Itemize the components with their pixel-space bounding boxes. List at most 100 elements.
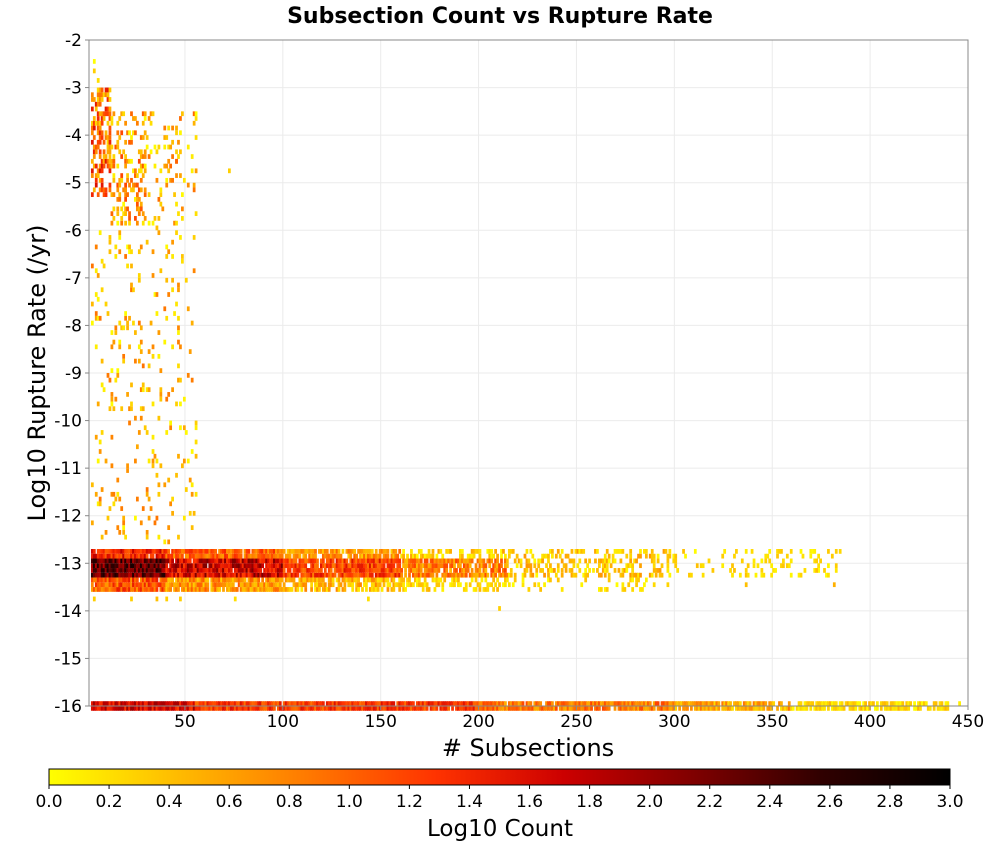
- heatmap-cell: [280, 568, 284, 573]
- heatmap-cell: [186, 306, 190, 312]
- heatmap-cell: [821, 701, 824, 706]
- heatmap-cell: [257, 582, 261, 588]
- heatmap-cell: [137, 430, 141, 435]
- heatmap-cell: [891, 706, 895, 711]
- heatmap-cell: [766, 553, 770, 559]
- heatmap-cell: [392, 582, 396, 588]
- heatmap-cell: [341, 563, 345, 569]
- y-tick-label: -6: [65, 221, 82, 241]
- heatmap-cell: [451, 706, 454, 711]
- heatmap-cell: [447, 558, 451, 564]
- heatmap-cell: [114, 244, 118, 250]
- heatmap-cell: [586, 572, 590, 578]
- heatmap-cell: [278, 706, 282, 711]
- heatmap-cell: [478, 558, 482, 564]
- heatmap-cell: [94, 244, 98, 250]
- heatmap-cell: [666, 558, 670, 564]
- heatmap-cell: [738, 706, 742, 711]
- heatmap-cell: [124, 220, 127, 226]
- heatmap-cell: [721, 553, 725, 559]
- heatmap-cell: [94, 120, 98, 126]
- heatmap-cell: [130, 249, 133, 255]
- heatmap-cell: [437, 701, 441, 706]
- heatmap-cell: [302, 572, 306, 578]
- heatmap-cell: [171, 510, 174, 516]
- heatmap-cell: [300, 549, 304, 554]
- heatmap-cell: [147, 192, 151, 197]
- heatmap-cell: [155, 701, 159, 706]
- heatmap-cell: [269, 706, 272, 711]
- heatmap-cell: [255, 701, 259, 706]
- heatmap-cell: [263, 558, 266, 564]
- heatmap-cell: [181, 553, 184, 559]
- heatmap-cell: [112, 572, 116, 578]
- heatmap-cell: [151, 273, 155, 278]
- heatmap-cell: [527, 558, 531, 564]
- heatmap-cell: [404, 701, 407, 706]
- heatmap-cell: [392, 701, 396, 706]
- heatmap-cell: [629, 572, 633, 578]
- heatmap-cell: [257, 568, 261, 573]
- heatmap-cell: [648, 553, 652, 559]
- heatmap-cell: [300, 582, 304, 588]
- heatmap-cell: [175, 549, 178, 554]
- heatmap-cell: [151, 568, 155, 573]
- heatmap-cell: [547, 577, 550, 583]
- heatmap-cell: [286, 568, 290, 573]
- heatmap-cell: [603, 587, 607, 592]
- heatmap-cell: [163, 482, 167, 488]
- heatmap-cell: [112, 701, 116, 706]
- heatmap-cell: [635, 701, 638, 706]
- heatmap-cell: [329, 706, 333, 711]
- heatmap-cell: [184, 582, 188, 588]
- heatmap-cell: [556, 701, 560, 706]
- heatmap-cell: [597, 558, 601, 564]
- heatmap-cell: [116, 558, 120, 564]
- heatmap-cell: [118, 116, 122, 121]
- heatmap-cell: [274, 558, 278, 564]
- heatmap-cell: [161, 563, 165, 569]
- heatmap-cell: [92, 706, 96, 711]
- heatmap-cell: [623, 587, 627, 592]
- heatmap-cell: [361, 706, 364, 711]
- heatmap-cell: [318, 572, 321, 578]
- heatmap-cell: [249, 553, 253, 559]
- heatmap-cell: [112, 553, 116, 559]
- heatmap-cell: [314, 563, 317, 569]
- heatmap-cell: [304, 572, 308, 578]
- heatmap-cell: [513, 558, 517, 564]
- heatmap-cell: [427, 587, 431, 592]
- heatmap-cell: [899, 706, 903, 711]
- heatmap-cell: [181, 558, 184, 564]
- heatmap-cell: [592, 568, 595, 573]
- heatmap-cell: [106, 701, 110, 706]
- heatmap-cell: [253, 577, 257, 583]
- heatmap-cell: [564, 701, 568, 706]
- heatmap-cell: [153, 701, 157, 706]
- heatmap-cell: [455, 558, 458, 564]
- heatmap-cell: [165, 396, 169, 402]
- heatmap-cell: [314, 553, 317, 559]
- heatmap-cell: [474, 577, 478, 583]
- heatmap-cell: [494, 563, 497, 569]
- heatmap-cell: [541, 558, 544, 564]
- heatmap-cell: [507, 582, 511, 588]
- heatmap-cell: [410, 706, 413, 711]
- heatmap-cell: [149, 558, 153, 564]
- heatmap-cell: [155, 572, 159, 578]
- heatmap-cell: [132, 549, 135, 554]
- heatmap-cell: [200, 701, 204, 706]
- heatmap-cell: [742, 706, 746, 711]
- heatmap-cell: [155, 587, 159, 592]
- heatmap-cell: [615, 549, 619, 554]
- heatmap-cell: [660, 563, 664, 569]
- heatmap-cell: [186, 582, 190, 588]
- heatmap-cell: [504, 553, 507, 559]
- heatmap-cell: [177, 568, 180, 573]
- heatmap-cell: [100, 135, 104, 140]
- heatmap-cell: [120, 582, 124, 588]
- heatmap-cell: [883, 701, 887, 706]
- heatmap-cell: [153, 216, 157, 221]
- heatmap-cell: [637, 701, 640, 706]
- heatmap-cell: [167, 144, 171, 150]
